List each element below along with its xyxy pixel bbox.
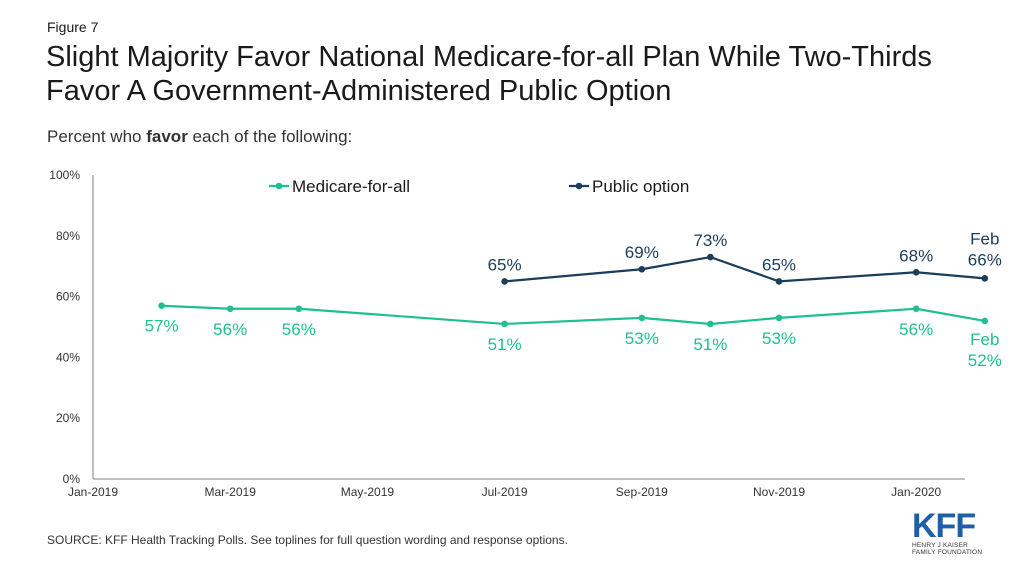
- data-label: Feb 52%: [968, 330, 1002, 370]
- data-label: Feb 66%: [968, 229, 1002, 269]
- data-label: 51%: [488, 335, 522, 354]
- subtitle-pre: Percent who: [47, 127, 147, 146]
- data-label: 51%: [693, 335, 727, 354]
- y-tick-label: 100%: [49, 168, 80, 182]
- source-note: SOURCE: KFF Health Tracking Polls. See t…: [47, 533, 568, 547]
- y-tick-label: 80%: [56, 229, 80, 243]
- data-point: [501, 320, 508, 328]
- logo-line-1: HENRY J KAISER: [912, 542, 969, 549]
- data-label: 56%: [213, 320, 247, 339]
- x-tick-label: Sep-2019: [616, 485, 668, 499]
- legend-swatch-marker: [575, 182, 583, 190]
- x-tick-label: Jan-2019: [68, 485, 118, 499]
- data-label: 53%: [625, 329, 659, 348]
- data-label: 53%: [762, 329, 796, 348]
- legend-swatch-marker: [275, 182, 283, 190]
- y-tick-label: 0%: [63, 472, 81, 486]
- data-point: [707, 253, 714, 261]
- x-tick-label: Jul-2019: [482, 485, 528, 499]
- logo-line-2: FAMILY FOUNDATION: [912, 549, 983, 556]
- x-tick-label: Jan-2020: [891, 485, 941, 499]
- legend-label: Public option: [592, 177, 689, 196]
- data-point: [912, 305, 920, 313]
- y-tick-label: 60%: [56, 290, 80, 304]
- y-tick-label: 20%: [56, 411, 80, 425]
- data-point: [981, 317, 989, 325]
- logo-mark: KFF: [912, 507, 976, 545]
- data-point: [295, 305, 303, 313]
- kff-logo: KFF HENRY J KAISER FAMILY FOUNDATION: [912, 507, 992, 560]
- data-point: [707, 320, 714, 328]
- data-point: [638, 265, 646, 273]
- x-tick-label: May-2019: [341, 485, 395, 499]
- data-point: [775, 314, 783, 322]
- chart-title: Slight Majority Favor National Medicare-…: [46, 41, 932, 107]
- y-tick-label: 40%: [56, 350, 80, 364]
- data-label: 68%: [899, 246, 933, 265]
- data-point: [638, 314, 646, 322]
- subtitle-bold: favor: [146, 127, 188, 146]
- data-point: [912, 268, 920, 276]
- data-label: 56%: [282, 320, 316, 339]
- data-point: [226, 305, 234, 313]
- data-label: 65%: [488, 255, 522, 274]
- data-label: 73%: [693, 231, 727, 250]
- x-tick-label: Mar-2019: [205, 485, 257, 499]
- data-point: [775, 278, 783, 285]
- subtitle-post: each of the following:: [187, 127, 353, 146]
- chart-subtitle: Percent who favor each of the following:: [47, 127, 352, 147]
- series-line-public-option: [504, 255, 985, 283]
- x-tick-label: Nov-2019: [753, 485, 805, 499]
- data-label: 65%: [762, 255, 796, 274]
- data-label: 56%: [899, 320, 933, 339]
- legend-label: Medicare-for-all: [292, 177, 410, 196]
- data-label: 57%: [145, 317, 179, 336]
- data-label: 69%: [625, 243, 659, 262]
- data-point: [981, 275, 989, 282]
- figure-label: Figure 7: [47, 19, 99, 35]
- data-point: [501, 278, 508, 285]
- data-point: [158, 302, 165, 310]
